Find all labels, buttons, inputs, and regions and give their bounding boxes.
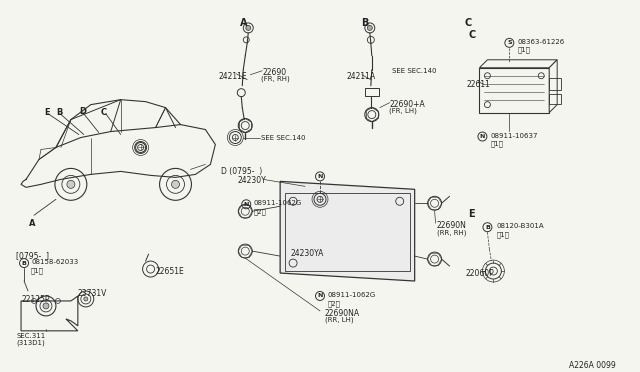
Text: 23731V: 23731V (78, 289, 108, 298)
Text: 〈2〉: 〈2〉 (328, 300, 341, 307)
Text: 22651E: 22651E (156, 267, 184, 276)
Bar (365, 88, 379, 96)
Text: C: C (468, 30, 476, 40)
Circle shape (367, 25, 372, 31)
Text: A226A 0099: A226A 0099 (569, 361, 616, 370)
Text: B: B (485, 225, 490, 230)
Polygon shape (21, 296, 78, 331)
Text: SEC.311: SEC.311 (16, 333, 45, 339)
Text: A: A (239, 18, 247, 28)
Text: 24230YA: 24230YA (290, 249, 323, 258)
Bar (549, 94, 561, 104)
Text: (RR, LH): (RR, LH) (325, 317, 354, 323)
Text: A: A (29, 219, 36, 228)
Text: 22690+A: 22690+A (390, 100, 426, 109)
Text: [0795-  ]: [0795- ] (16, 251, 49, 260)
Text: SEE SEC.140: SEE SEC.140 (392, 68, 436, 74)
Text: 22125P: 22125P (21, 295, 49, 304)
Text: 24230Y: 24230Y (237, 176, 266, 185)
Text: 24211A: 24211A (347, 72, 376, 81)
Text: （1）: （1） (497, 231, 509, 238)
Text: N: N (244, 202, 249, 207)
Text: E: E (44, 108, 49, 117)
Text: 08911-1062G: 08911-1062G (328, 292, 376, 298)
Text: (FR, LH): (FR, LH) (388, 108, 417, 114)
Polygon shape (549, 60, 557, 113)
Text: B: B (361, 18, 369, 28)
Text: C: C (100, 108, 107, 117)
Text: 22690N: 22690N (436, 221, 467, 230)
Text: 22060P: 22060P (465, 269, 494, 278)
Text: 24211E: 24211E (218, 72, 247, 81)
Circle shape (67, 180, 75, 188)
Circle shape (84, 297, 88, 301)
Polygon shape (479, 60, 557, 68)
Text: 22690: 22690 (262, 68, 286, 77)
Text: 22690NA: 22690NA (325, 309, 360, 318)
Text: D (0795-  ): D (0795- ) (221, 167, 262, 176)
Text: （1）: （1） (31, 267, 44, 274)
Text: N: N (480, 134, 485, 139)
Polygon shape (280, 182, 415, 281)
Text: N: N (317, 294, 323, 298)
Text: (FR, RH): (FR, RH) (261, 76, 290, 82)
Text: E: E (468, 209, 475, 219)
Text: （1）: （1） (490, 141, 504, 147)
Text: 08911-10637: 08911-10637 (490, 132, 538, 138)
Text: (RR, RH): (RR, RH) (436, 229, 466, 236)
Text: D: D (79, 107, 86, 116)
Text: 08911-1062G: 08911-1062G (253, 200, 301, 206)
Circle shape (43, 303, 49, 309)
Bar (479, 68, 549, 113)
Text: 08120-B301A: 08120-B301A (497, 223, 544, 229)
Text: SEE SEC.140: SEE SEC.140 (261, 135, 306, 141)
Text: B: B (22, 260, 26, 266)
Text: 22611: 22611 (467, 80, 490, 89)
Bar (549, 78, 561, 90)
Text: 08363-61226: 08363-61226 (517, 39, 564, 45)
Text: 〈2〉: 〈2〉 (253, 208, 266, 215)
Text: B: B (56, 108, 62, 117)
Circle shape (172, 180, 179, 188)
Text: (313D1): (313D1) (16, 340, 45, 346)
Bar (285, 193, 410, 271)
Circle shape (246, 25, 251, 31)
Text: N: N (317, 174, 323, 179)
Text: （1）: （1） (517, 47, 531, 54)
Text: C: C (465, 18, 472, 28)
Text: S: S (507, 40, 511, 45)
Text: 08158-62033: 08158-62033 (31, 259, 78, 265)
